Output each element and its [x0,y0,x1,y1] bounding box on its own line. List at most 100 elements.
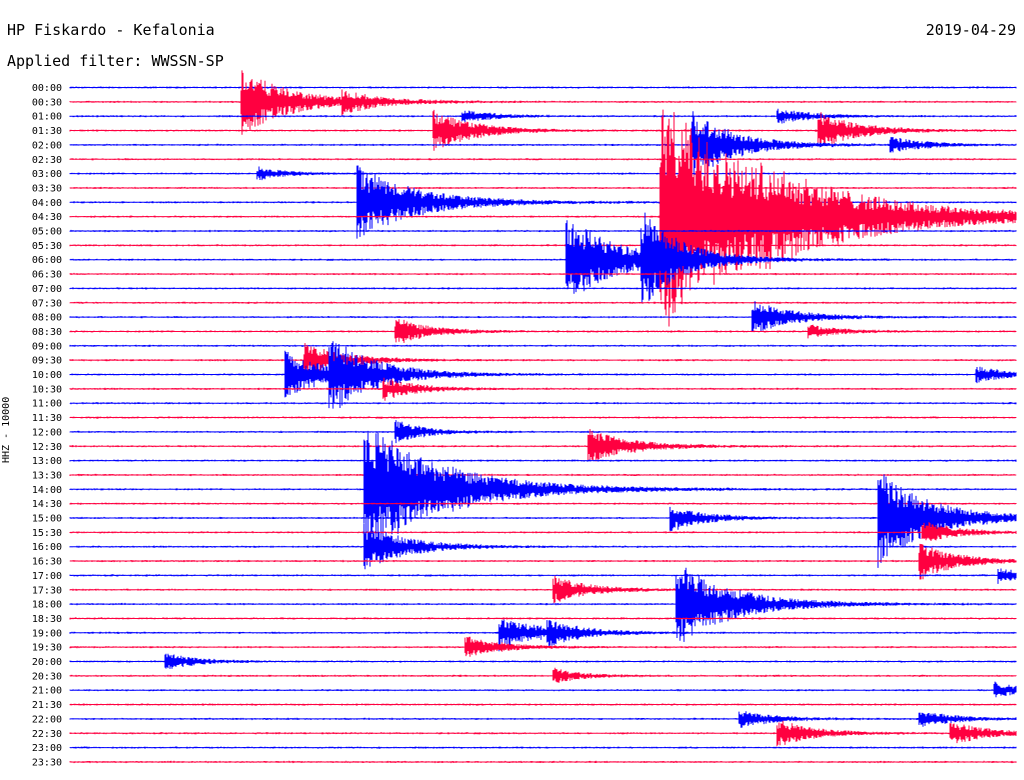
trace-line [69,377,1017,401]
row-time-label: 16:30 [32,557,62,568]
trace-line [69,459,1017,462]
row-time-label: 12:00 [32,427,62,438]
trace-line [69,229,1017,233]
trace-line [69,402,1017,405]
row-time-label: 03:30 [32,183,62,194]
row-time-label: 23:30 [32,757,62,768]
trace-line [69,760,1017,764]
trace-line [69,681,1017,698]
trace-line [69,212,1017,303]
row-time-label: 04:30 [32,212,62,223]
trace-line [69,523,1017,570]
trace-line [69,430,1017,545]
row-time-label: 11:30 [32,413,62,424]
trace-line [69,111,1017,176]
row-time-label: 15:30 [32,528,62,539]
row-time-label: 18:00 [32,600,62,611]
trace-line [69,473,1017,477]
row-time-label: 06:00 [32,255,62,266]
row-time-label: 21:30 [32,700,62,711]
row-time-label: 07:00 [32,284,62,295]
trace-line [69,109,1017,327]
trace-line [69,636,1017,657]
trace-line [69,343,1017,374]
trace-line [69,287,1017,290]
row-time-label: 20:30 [32,671,62,682]
row-time-label: 03:00 [32,169,62,180]
row-time-label: 22:00 [32,714,62,725]
row-time-label: 17:00 [32,571,62,582]
trace-line [69,319,1017,343]
row-time-label: 14:30 [32,499,62,510]
trace-line [69,70,1017,135]
row-time-label: 13:00 [32,456,62,467]
station-title: HP Fiskardo - Kefalonia [7,21,215,39]
time-label-group: 00:00 00:30 01:00 01:30 02:00 02:30 03:00 03:30… [32,83,62,768]
row-time-label: 04:00 [32,198,62,209]
row-time-label: 17:30 [32,585,62,596]
row-time-label: 10:30 [32,384,62,395]
trace-line [69,653,1017,669]
row-time-label: 00:00 [32,83,62,94]
row-time-label: 15:00 [32,514,62,525]
trace-line [69,344,1017,347]
row-time-label: 05:30 [32,241,62,252]
row-time-label: 07:30 [32,298,62,309]
row-time-label: 20:00 [32,657,62,668]
trace-line [69,619,1017,652]
row-time-label: 00:30 [32,97,62,108]
row-time-label: 22:30 [32,729,62,740]
trace-line [69,244,1017,247]
row-time-label: 18:30 [32,614,62,625]
row-time-label: 02:30 [32,155,62,166]
filter-subtitle: Applied filter: WWSSN-SP [7,52,224,70]
trace-line [69,567,1017,642]
trace-line [69,720,1017,747]
trace-line [69,420,1017,444]
row-time-label: 19:30 [32,643,62,654]
trace-line [69,158,1017,161]
row-time-label: 01:00 [32,112,62,123]
trace-line [69,711,1017,728]
trace-line [69,474,1017,568]
row-time-label: 01:30 [32,126,62,137]
row-time-label: 09:30 [32,356,62,367]
trace-line [69,166,1017,181]
row-time-label: 14:00 [32,485,62,496]
trace-line [69,617,1017,620]
trace-line [69,301,1017,332]
row-time-label: 10:00 [32,370,62,381]
trace-line [69,109,1017,151]
trace-group [69,70,1017,764]
trace-line [69,746,1017,749]
row-time-label: 21:00 [32,686,62,697]
row-time-label: 06:30 [32,270,62,281]
trace-line [69,502,1017,505]
trace-line [69,341,1017,409]
row-time-label: 08:00 [32,313,62,324]
trace-line [69,186,1017,190]
trace-line [69,429,1017,462]
row-time-label: 05:00 [32,227,62,238]
trace-line [69,575,1017,604]
trace-line [69,522,1017,541]
row-time-label: 09:00 [32,341,62,352]
trace-line [69,272,1017,276]
trace-line [69,86,1017,89]
trace-line [69,667,1017,683]
row-time-label: 08:30 [32,327,62,338]
trace-line [69,568,1017,584]
row-time-label: 19:00 [32,628,62,639]
trace-line [69,543,1017,580]
trace-line [69,301,1017,304]
trace-line [69,703,1017,706]
row-time-label: 12:30 [32,442,62,453]
record-date: 2019-04-29 [925,21,1016,39]
row-time-label: 23:00 [32,743,62,754]
row-time-label: 02:00 [32,140,62,151]
trace-line [69,108,1017,124]
row-time-label: 13:30 [32,470,62,481]
trace-line [69,416,1017,419]
